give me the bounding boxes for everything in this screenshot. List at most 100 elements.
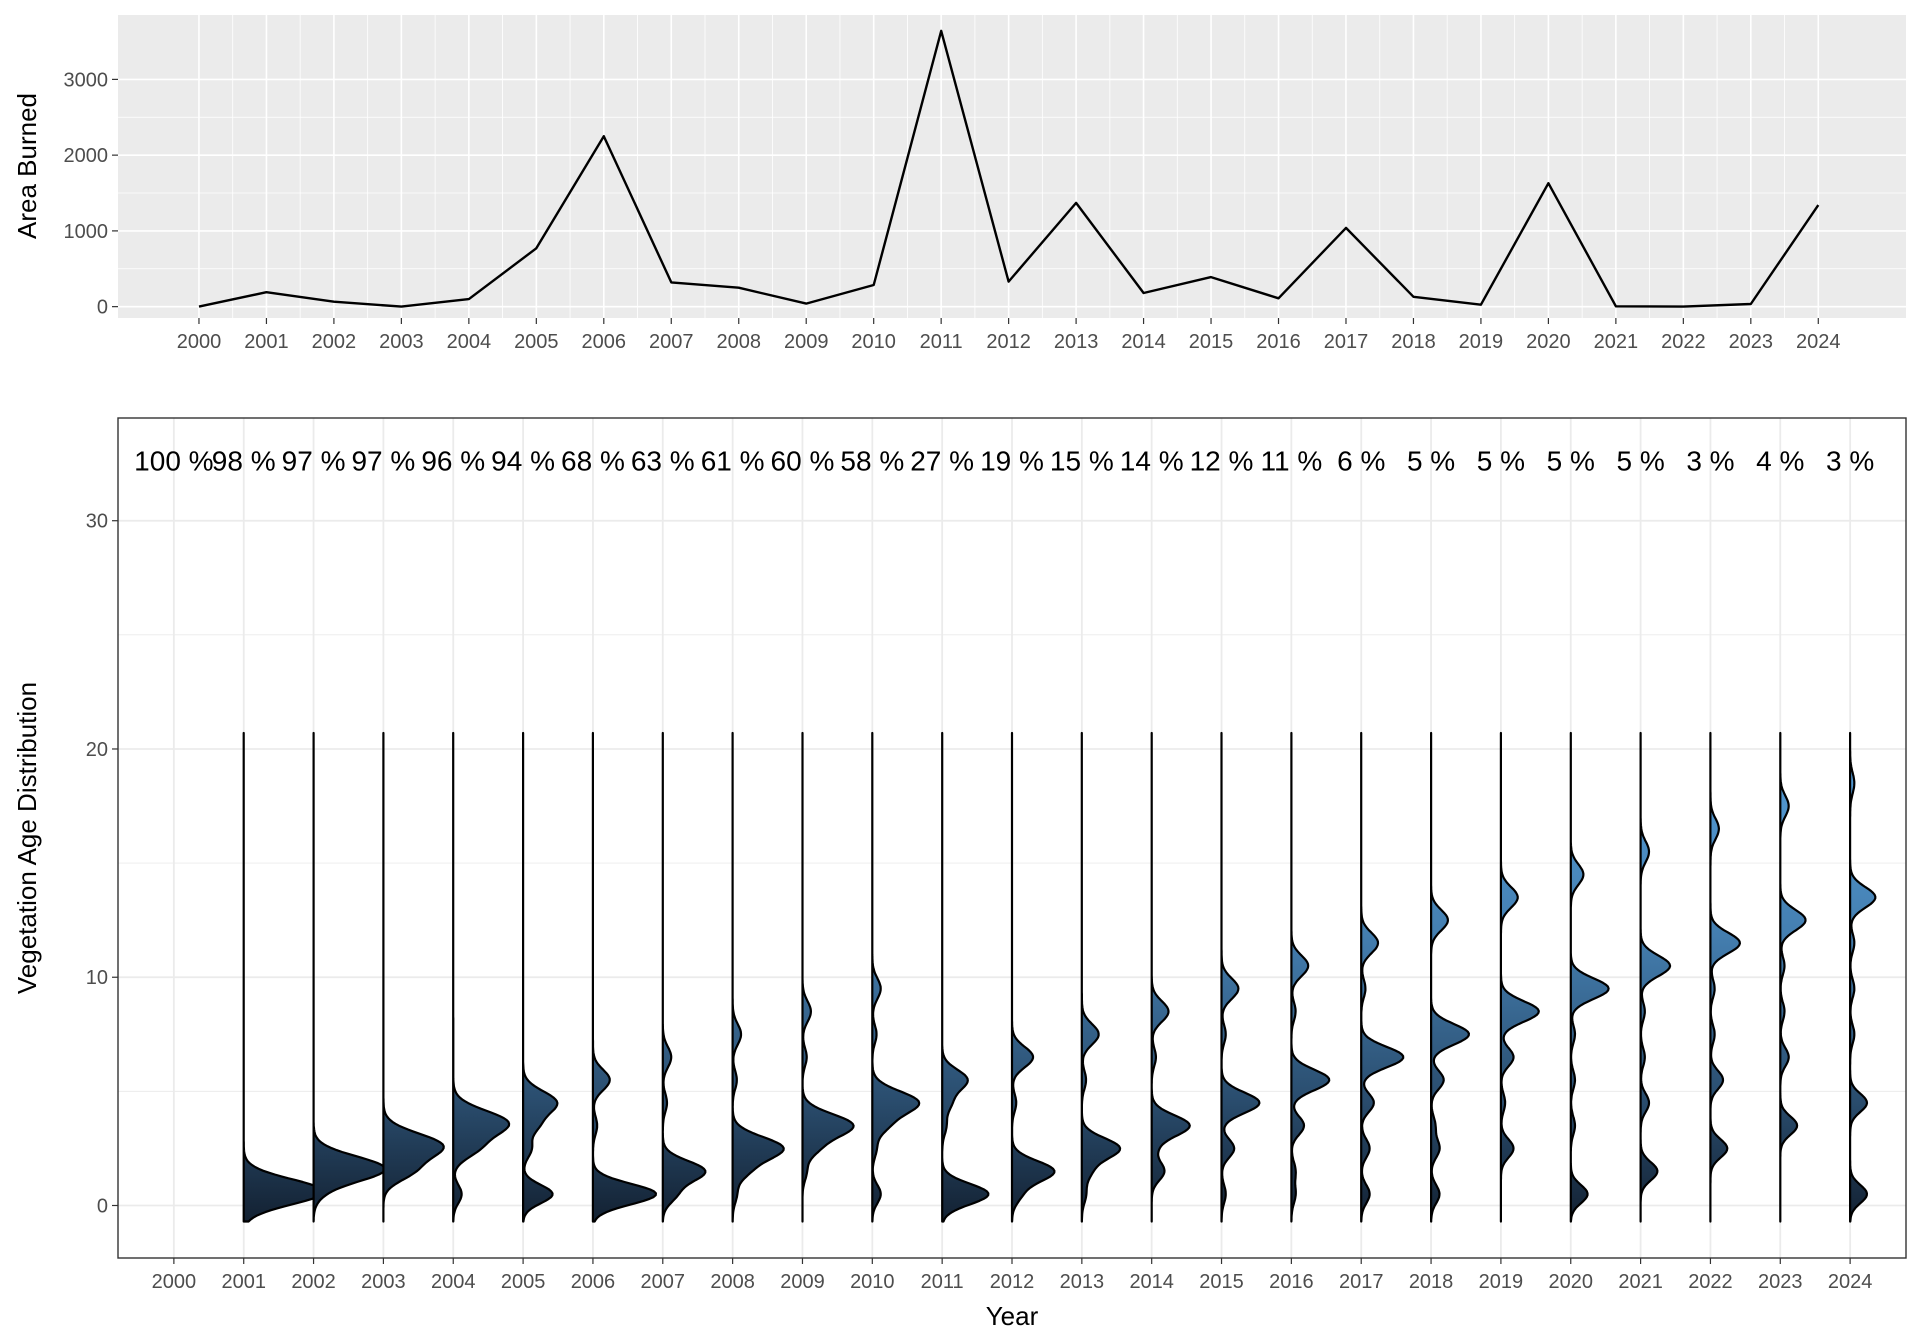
percent-label: 3 %: [1826, 446, 1874, 477]
percent-label: 5 %: [1547, 446, 1595, 477]
age-distribution-2021: [1639, 731, 1672, 1223]
bottom-y-tick-label: 20: [86, 739, 108, 761]
top-x-tick-label: 2012: [986, 331, 1031, 353]
top-y-tick-label: 0: [97, 297, 108, 319]
bottom-x-tick-label: 2012: [990, 1271, 1035, 1293]
percent-label: 3 %: [1686, 446, 1734, 477]
age-distribution-2004: [452, 731, 511, 1223]
bottom-x-tick-label: 2016: [1269, 1271, 1314, 1293]
top-y-tick-label: 3000: [64, 69, 109, 91]
bottom-x-tick-label: 2004: [431, 1271, 476, 1293]
percent-label: 58 %: [840, 446, 904, 477]
top-x-tick-label: 2020: [1526, 331, 1571, 353]
bottom-x-axis-title: Year: [986, 1301, 1039, 1331]
age-distribution-2009: [801, 731, 855, 1223]
percent-labels: 100 %98 % 97 % 97 % 96 % 94 % 68 % 63 % 61 % 60 …: [134, 446, 1874, 477]
top-panel: 0 1000 2000 3000 2000 2001 2002 2003 2004 2005 200…: [12, 15, 1906, 353]
age-distribution-2006: [591, 731, 657, 1223]
bottom-x-tick-label: 2013: [1060, 1271, 1105, 1293]
top-x-tick-label: 2021: [1594, 331, 1639, 353]
bottom-x-tick-label: 2006: [571, 1271, 616, 1293]
age-distribution-2005: [522, 731, 559, 1223]
age-distribution-2018: [1430, 731, 1470, 1223]
age-distribution-2012: [1010, 731, 1056, 1223]
top-x-tick-label: 2018: [1391, 331, 1436, 353]
bottom-x-tick-label: 2011: [921, 1271, 964, 1293]
percent-label: 15 %: [1050, 446, 1114, 477]
bottom-x-tick-label: 2007: [641, 1271, 686, 1293]
age-distribution-2024: [1849, 731, 1877, 1223]
age-distribution-2017: [1360, 731, 1405, 1223]
bottom-x-tick-label: 2022: [1688, 1271, 1733, 1293]
percent-label: 11 %: [1261, 446, 1323, 477]
bottom-x-tick-label: 2021: [1618, 1271, 1663, 1293]
percent-label: 100 %: [134, 446, 213, 477]
age-distribution-2023: [1779, 731, 1807, 1223]
top-x-tick-label: 2017: [1324, 331, 1369, 353]
top-x-tick-label: 2016: [1256, 331, 1301, 353]
bottom-panel: 100 %98 % 97 % 97 % 96 % 94 % 68 % 63 % 61 % 60 …: [12, 417, 1907, 1331]
bottom-x-tick-label: 2024: [1828, 1271, 1873, 1293]
percent-label: 6 %: [1337, 446, 1385, 477]
percent-label: 5 %: [1477, 446, 1525, 477]
age-distribution-2002: [312, 731, 387, 1223]
percent-label: 96 %: [421, 446, 485, 477]
percent-label: 61 %: [701, 446, 765, 477]
age-distribution-2015: [1220, 731, 1261, 1223]
percent-label: 5 %: [1616, 446, 1664, 477]
bottom-x-tick-label: 2020: [1549, 1271, 1594, 1293]
age-distribution-2010: [871, 731, 921, 1223]
top-x-tick-label: 2002: [312, 331, 357, 353]
age-distribution-2008: [731, 731, 785, 1223]
bottom-x-tick-label: 2008: [710, 1271, 755, 1293]
bottom-x-tick-label: 2009: [780, 1271, 825, 1293]
top-x-tick-label: 2019: [1459, 331, 1504, 353]
top-x-tick-label: 2022: [1661, 331, 1706, 353]
age-distributions: [242, 731, 1877, 1223]
top-y-tick-label: 2000: [64, 145, 109, 167]
age-distribution-2011: [941, 731, 990, 1223]
top-x-tick-label: 2009: [784, 331, 829, 353]
percent-label: 19 %: [980, 446, 1044, 477]
top-x-tick-label: 2008: [716, 331, 761, 353]
age-distribution-2022: [1709, 731, 1741, 1223]
bottom-axis-ticks: 0 10 20 30 2000 2001 2002 2003 2004 2005 2006 2007 2…: [86, 511, 1873, 1293]
bottom-x-tick-label: 2017: [1339, 1271, 1384, 1293]
bottom-x-tick-label: 2000: [152, 1271, 197, 1293]
top-x-tick-label: 2023: [1729, 331, 1774, 353]
top-x-tick-label: 2011: [920, 331, 963, 353]
percent-label: 4 %: [1756, 446, 1804, 477]
top-gridlines: [118, 15, 1906, 318]
top-x-tick-label: 2010: [851, 331, 896, 353]
bottom-y-axis-title: Vegetation Age Distribution: [12, 682, 42, 994]
percent-label: 94 %: [491, 446, 555, 477]
age-distribution-2020: [1569, 731, 1610, 1223]
top-x-tick-label: 2000: [177, 331, 222, 353]
age-distribution-2016: [1290, 731, 1331, 1223]
bottom-x-tick-label: 2019: [1479, 1271, 1524, 1293]
top-x-tick-label: 2006: [582, 331, 627, 353]
top-x-tick-label: 2003: [379, 331, 424, 353]
bottom-y-tick-label: 30: [86, 511, 108, 533]
top-x-tick-label: 2024: [1796, 331, 1841, 353]
bottom-x-tick-label: 2023: [1758, 1271, 1803, 1293]
bottom-x-tick-label: 2014: [1129, 1271, 1174, 1293]
top-x-tick-label: 2013: [1054, 331, 1099, 353]
top-axis-ticks: 0 1000 2000 3000 2000 2001 2002 2003 2004 2005 200…: [64, 69, 1841, 353]
top-x-tick-label: 2001: [244, 331, 289, 353]
top-y-tick-label: 1000: [64, 221, 109, 243]
age-distribution-2014: [1150, 731, 1191, 1223]
bottom-x-tick-label: 2005: [501, 1271, 546, 1293]
bottom-y-tick-label: 10: [86, 967, 108, 989]
percent-label: 98 %: [212, 446, 276, 477]
bottom-x-tick-label: 2001: [221, 1271, 266, 1293]
percent-label: 60 %: [771, 446, 835, 477]
top-x-tick-label: 2015: [1189, 331, 1234, 353]
percent-label: 97 %: [351, 446, 415, 477]
top-panel-background: [118, 15, 1906, 318]
area-burned-line: [198, 29, 1820, 308]
percent-label: 12 %: [1190, 446, 1254, 477]
percent-label: 63 %: [631, 446, 695, 477]
age-distribution-2001: [242, 731, 325, 1223]
